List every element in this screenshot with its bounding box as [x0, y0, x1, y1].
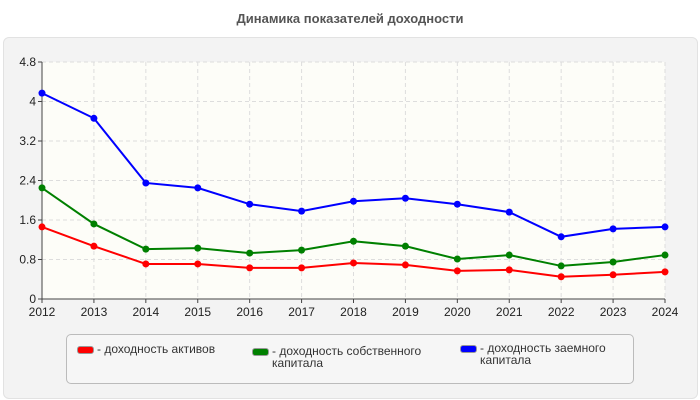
x-tick-label: 2024 — [652, 305, 679, 319]
x-tick-label: 2019 — [392, 305, 419, 319]
x-tick-label: 2012 — [29, 305, 56, 319]
x-tick-label: 2013 — [81, 305, 108, 319]
x-tick-label: 2023 — [600, 305, 627, 319]
legend-label: - доходность заемного капитала — [480, 341, 606, 367]
y-tick-label: 0 — [29, 292, 36, 306]
data-point-1 — [609, 258, 617, 266]
x-tick-label: 2014 — [132, 305, 159, 319]
data-point-2 — [90, 114, 98, 122]
data-point-2 — [609, 225, 617, 233]
data-point-1 — [505, 251, 513, 259]
data-point-0 — [90, 242, 98, 250]
legend-label: - доходность активов — [97, 342, 216, 356]
data-point-1 — [246, 249, 254, 257]
data-point-2 — [194, 184, 202, 192]
data-point-0 — [194, 260, 202, 268]
data-point-1 — [557, 262, 565, 270]
y-tick-label: 4 — [29, 95, 36, 109]
data-point-2 — [505, 208, 513, 216]
y-tick-label: 0.8 — [19, 253, 36, 267]
data-point-0 — [350, 259, 357, 267]
data-point-2 — [350, 197, 357, 205]
data-point-1 — [194, 244, 202, 252]
data-point-0 — [557, 273, 565, 281]
legend-label: - доходность собственного капитала — [272, 344, 422, 370]
legend-item-debt: - доходность заемного капитала — [460, 342, 630, 366]
data-point-0 — [661, 268, 669, 276]
data-point-2 — [38, 89, 46, 97]
data-point-0 — [453, 267, 461, 275]
legend-swatch-blue — [460, 345, 477, 353]
data-point-0 — [246, 264, 254, 272]
x-tick-label: 2017 — [288, 305, 315, 319]
data-point-1 — [350, 237, 357, 245]
data-point-0 — [401, 261, 409, 269]
y-tick-label: 2.4 — [19, 174, 36, 188]
y-tick-label: 3.2 — [19, 134, 36, 148]
legend-swatch-green — [252, 348, 269, 356]
data-point-0 — [505, 266, 513, 274]
data-point-2 — [453, 200, 461, 208]
data-point-1 — [38, 184, 46, 192]
data-point-1 — [661, 251, 669, 259]
data-point-1 — [298, 246, 306, 254]
legend-swatch-red — [77, 346, 94, 354]
x-tick-label: 2015 — [184, 305, 211, 319]
data-point-0 — [298, 264, 306, 272]
data-point-0 — [142, 260, 150, 268]
data-point-1 — [90, 220, 98, 228]
x-tick-label: 2018 — [340, 305, 367, 319]
data-point-2 — [246, 200, 254, 208]
chart-title: Динамика показателей доходности — [236, 11, 464, 26]
x-tick-label: 2016 — [236, 305, 263, 319]
legend: - доходность активов - доходность собств… — [66, 334, 634, 384]
data-point-2 — [401, 194, 409, 202]
data-point-1 — [453, 255, 461, 263]
data-point-2 — [142, 179, 150, 187]
data-point-0 — [38, 223, 46, 231]
data-point-2 — [298, 207, 306, 215]
y-tick-label: 4.8 — [19, 55, 36, 69]
legend-item-equity: - доходность собственного капитала — [252, 345, 432, 369]
data-point-2 — [661, 223, 669, 231]
data-point-1 — [401, 242, 409, 250]
legend-item-assets: - доходность активов — [77, 343, 247, 355]
y-tick-label: 1.6 — [19, 213, 36, 227]
data-point-2 — [557, 233, 565, 241]
x-tick-label: 2020 — [444, 305, 471, 319]
data-point-1 — [142, 245, 150, 253]
data-point-0 — [609, 271, 617, 279]
x-tick-label: 2022 — [548, 305, 575, 319]
x-tick-label: 2021 — [496, 305, 523, 319]
